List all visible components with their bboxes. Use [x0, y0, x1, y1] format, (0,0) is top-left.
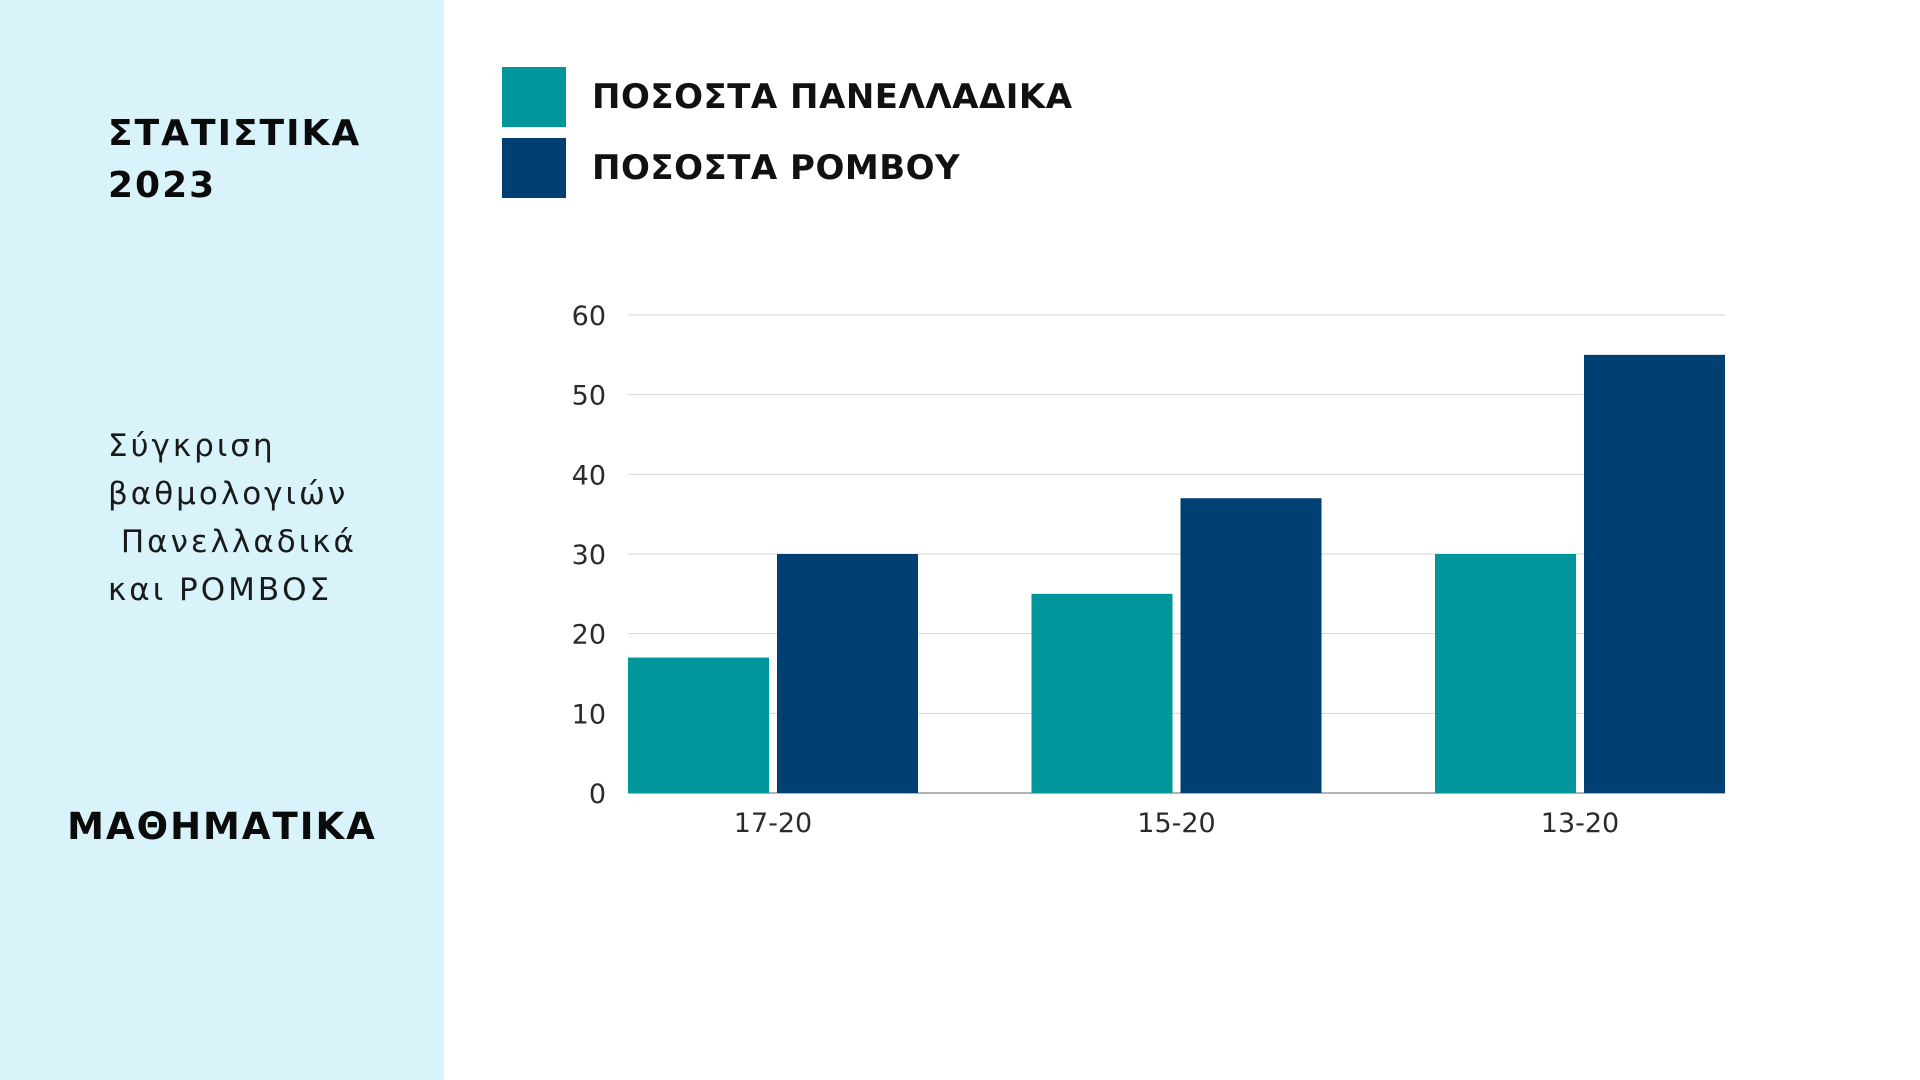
- y-tick-label: 0: [589, 779, 606, 810]
- sidebar-description-line: Πανελλαδικά: [108, 524, 357, 560]
- legend-item-panelladika: ΠΟΣΟΣΤΑ ΠΑΝΕΛΛΑΔΙΚΑ: [502, 67, 1073, 127]
- sidebar-description: Σύγκριση βαθμολογιών Πανελλαδικά και ΡΟΜ…: [108, 422, 428, 614]
- bar: [1435, 554, 1576, 793]
- sidebar-description-line: και ΡΟΜΒΟΣ: [108, 572, 333, 608]
- bar: [777, 554, 918, 793]
- bar: [628, 657, 769, 793]
- legend-swatch-romvou: [502, 138, 566, 198]
- chart-legend: ΠΟΣΟΣΤΑ ΠΑΝΕΛΛΑΔΙΚΑ ΠΟΣΟΣΤΑ ΡΟΜΒΟΥ: [502, 67, 1073, 209]
- legend-swatch-panelladika: [502, 67, 566, 127]
- bar-chart: 0 10 20 30 40 50 60 17-20 15-20 13-20: [572, 301, 1725, 839]
- sidebar-title-line: 2023: [108, 165, 217, 206]
- sidebar-description-line: Σύγκριση: [108, 428, 276, 464]
- y-tick-label: 10: [572, 699, 606, 730]
- y-tick-label: 20: [572, 620, 606, 651]
- y-tick-label: 60: [572, 301, 606, 332]
- legend-item-romvou: ΠΟΣΟΣΤΑ ΡΟΜΒΟΥ: [502, 138, 1073, 198]
- x-tick-label: 13-20: [1541, 808, 1619, 839]
- sidebar-title: ΣΤΑΤΙΣΤΙΚΑ 2023: [108, 108, 408, 212]
- sidebar-title-line: ΣΤΑΤΙΣΤΙΚΑ: [108, 113, 362, 154]
- legend-label-panelladika: ΠΟΣΟΣΤΑ ΠΑΝΕΛΛΑΔΙΚΑ: [592, 77, 1073, 117]
- y-tick-label: 40: [572, 460, 606, 491]
- y-tick-label: 50: [572, 381, 606, 412]
- sidebar-panel: ΣΤΑΤΙΣΤΙΚΑ 2023 Σύγκριση βαθμολογιών Παν…: [0, 0, 444, 1080]
- x-tick-label: 17-20: [734, 808, 812, 839]
- bar: [1180, 498, 1322, 793]
- bar: [1584, 354, 1725, 793]
- legend-label-romvou: ΠΟΣΟΣΤΑ ΡΟΜΒΟΥ: [592, 148, 961, 188]
- sidebar-description-line: βαθμολογιών: [108, 476, 349, 512]
- y-tick-label: 30: [572, 540, 606, 571]
- bar: [1031, 593, 1173, 793]
- x-tick-label: 15-20: [1137, 808, 1215, 839]
- sidebar-subject: ΜΑΘΗΜΑΤΙΚΑ: [67, 805, 377, 848]
